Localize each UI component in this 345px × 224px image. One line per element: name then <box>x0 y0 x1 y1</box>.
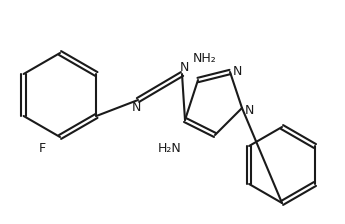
Text: NH₂: NH₂ <box>193 52 217 65</box>
Text: N: N <box>244 103 254 116</box>
Text: H₂N: H₂N <box>158 142 182 155</box>
Text: N: N <box>131 101 141 114</box>
Text: F: F <box>38 142 46 155</box>
Text: N: N <box>179 60 189 73</box>
Text: N: N <box>232 65 242 78</box>
